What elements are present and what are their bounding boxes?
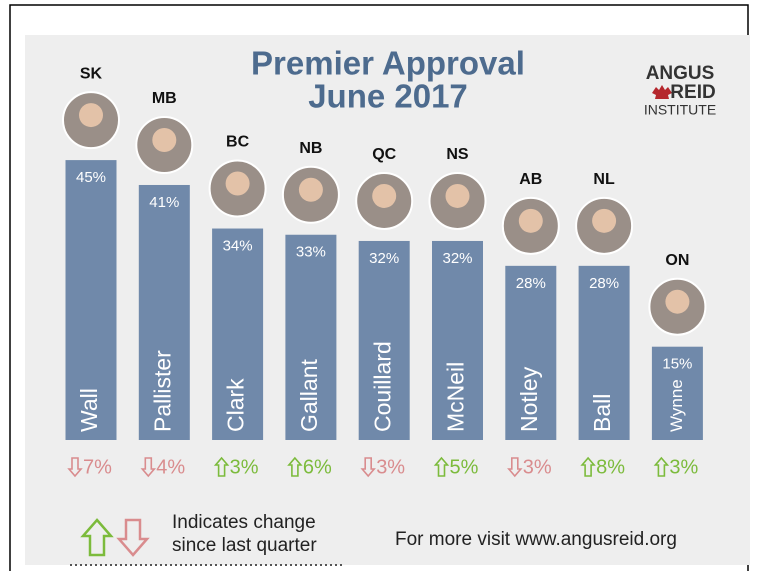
province-code: MB: [152, 90, 177, 107]
portrait-face: [519, 209, 543, 233]
value-label: 32%: [442, 250, 472, 267]
value-label: 28%: [516, 275, 546, 292]
province-code: SK: [80, 65, 103, 82]
portrait-face: [152, 128, 176, 152]
value-label: 34%: [223, 237, 253, 254]
footer-text: For more visit www.angusreid.org: [395, 529, 677, 550]
change-label: 4%: [156, 456, 185, 478]
bar-name: Notley: [516, 366, 542, 432]
infographic: Premier Approval June 2017 ANGUS REID IN…: [0, 0, 760, 571]
logo-text: REID: [670, 82, 715, 103]
chart-title: Premier Approval: [251, 45, 525, 82]
portrait-face: [226, 172, 250, 196]
value-label: 33%: [296, 244, 326, 261]
value-label: 15%: [662, 356, 692, 373]
province-code: QC: [372, 146, 396, 163]
province-code: NB: [299, 140, 322, 157]
province-code: NS: [446, 146, 469, 163]
change-label: 7%: [83, 456, 112, 478]
value-label: 45%: [76, 169, 106, 186]
legend-text: Indicates change: [172, 512, 316, 533]
change-label: 8%: [596, 456, 625, 478]
bar-name: Wynne: [667, 379, 686, 432]
value-label: 28%: [589, 275, 619, 292]
value-label: 41%: [149, 194, 179, 211]
bar-name: Clark: [223, 378, 249, 432]
portrait-face: [446, 184, 470, 208]
logo-text: ANGUS: [646, 63, 715, 84]
bar-name: Wall: [76, 388, 102, 432]
change-label: 5%: [450, 456, 479, 478]
logo-text: INSTITUTE: [644, 102, 716, 118]
bar-name: Couillard: [369, 341, 395, 432]
change-label: 6%: [303, 456, 332, 478]
province-code: ON: [665, 252, 689, 269]
portrait-face: [592, 209, 616, 233]
province-code: NL: [593, 171, 615, 188]
value-label: 32%: [369, 250, 399, 267]
change-label: 3%: [523, 456, 552, 478]
portrait-face: [665, 290, 689, 314]
portrait-face: [79, 103, 103, 127]
portrait-face: [299, 178, 323, 202]
bar-name: Pallister: [149, 350, 175, 432]
change-label: 3%: [230, 456, 259, 478]
change-label: 3%: [376, 456, 405, 478]
change-label: 3%: [669, 456, 698, 478]
chart-subtitle: June 2017: [308, 78, 468, 115]
bar-name: Ball: [589, 394, 615, 432]
legend-text: since last quarter: [172, 535, 317, 556]
province-code: BC: [226, 134, 250, 151]
bar-name: McNeil: [443, 362, 469, 432]
province-code: AB: [519, 171, 542, 188]
bar-name: Gallant: [296, 359, 322, 432]
portrait-face: [372, 184, 396, 208]
